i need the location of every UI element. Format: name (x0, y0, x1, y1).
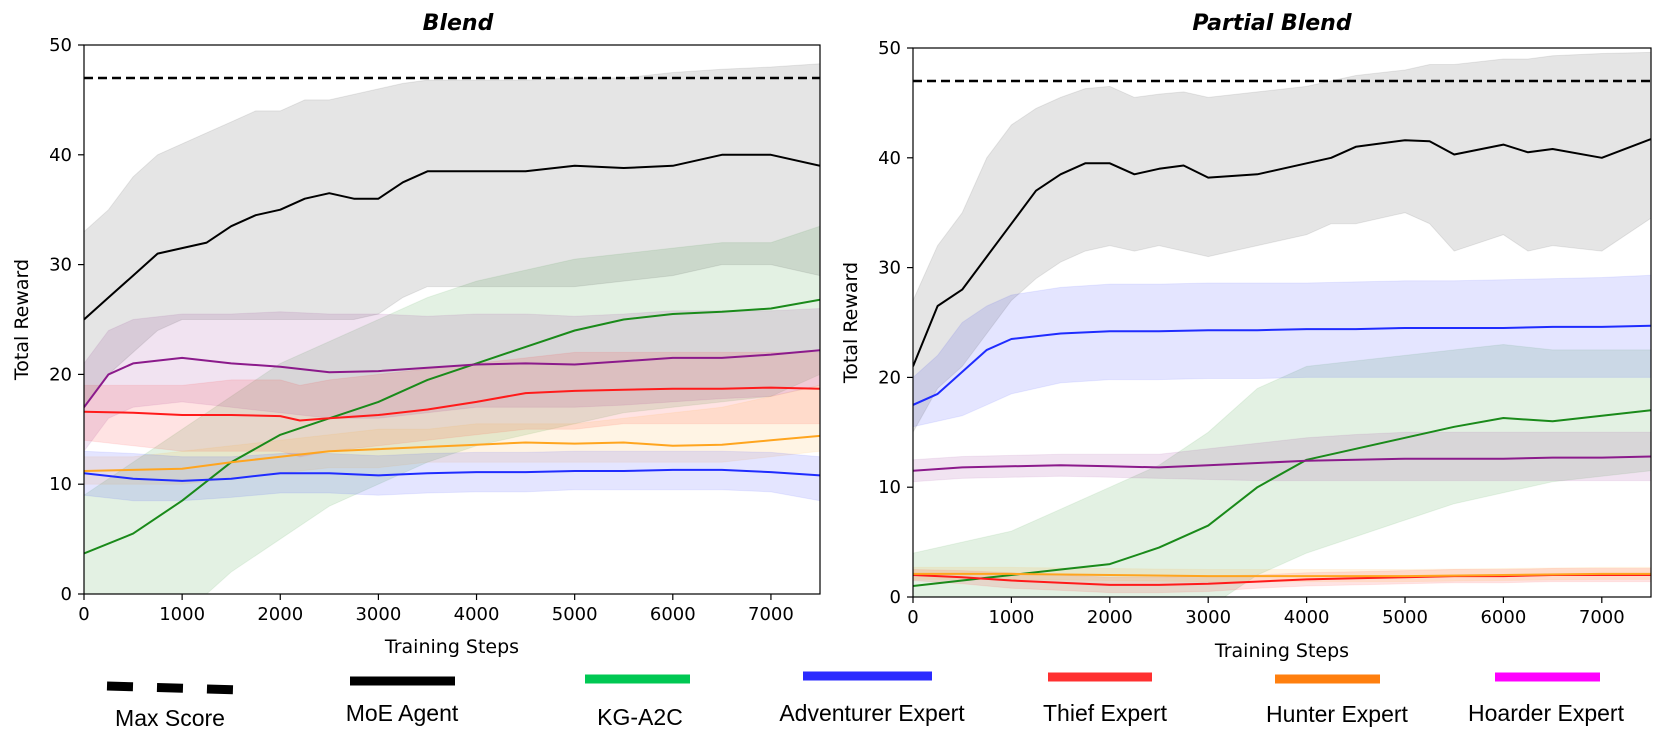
y-tick-label: 20 (878, 367, 901, 388)
y-tick-label: 0 (61, 584, 72, 605)
x-tick-label: 4000 (1284, 607, 1330, 628)
line-hoarder (84, 349, 820, 408)
legend-item-kg-a2c: KG-A2C (585, 674, 690, 730)
legend-item-hoarder-expert: Hoarder Expert (1468, 672, 1625, 726)
line-moe_agent (84, 153, 820, 321)
legend-label-hoarder-expert: Hoarder Expert (1468, 700, 1625, 726)
band-moe_agent (84, 63, 820, 409)
x-tick-label: 4000 (454, 604, 500, 625)
x-tick-label: 7000 (748, 604, 794, 625)
band-hunter (913, 566, 1651, 583)
line-adventurer (913, 324, 1651, 406)
legend-swatch-max-score (106, 681, 241, 695)
legend-label-adventurer-expert: Adventurer Expert (779, 700, 965, 726)
band-kg_a2c (913, 343, 1651, 597)
x-tick-label: 1000 (159, 604, 205, 625)
x-tick-label: 6000 (1480, 607, 1526, 628)
x-tick-label: 0 (78, 604, 89, 625)
x-tick-label: 5000 (552, 604, 598, 625)
chart-title: Blend (423, 11, 494, 36)
x-tick-label: 7000 (1579, 607, 1625, 628)
x-tick-label: 5000 (1382, 607, 1428, 628)
line-kg_a2c (84, 298, 820, 555)
legend-label-moe-agent: MoE Agent (346, 700, 459, 726)
legend-label-thief-expert: Thief Expert (1043, 700, 1168, 726)
chart-panel-partial-blend: 0 1000 2000 3000 4000 5000 6000 7000 0 10 20 30 40 50… (840, 11, 1652, 662)
band-hunter (84, 384, 820, 485)
y-tick-label: 0 (890, 587, 901, 608)
legend-item-adventurer-expert: Adventurer Expert (779, 671, 965, 726)
plot-area (913, 51, 1651, 597)
chart-panel-blend: 0 1000 2000 3000 4000 5000 6000 7000 0 10 20 30 40 50… (11, 11, 821, 658)
legend-item-hunter-expert: Hunter Expert (1266, 674, 1409, 727)
legend-label-kg-a2c: KG-A2C (597, 704, 683, 730)
band-adventurer (84, 450, 820, 502)
x-axis-label: Training Steps (1214, 640, 1349, 662)
line-kg_a2c (913, 409, 1651, 587)
legend-label-hunter-expert: Hunter Expert (1266, 701, 1409, 727)
legend-item-thief-expert: Thief Expert (1043, 672, 1168, 726)
y-tick-label: 20 (49, 364, 72, 385)
line-hunter (913, 572, 1651, 578)
y-tick-label: 30 (49, 255, 72, 276)
line-hoarder (913, 455, 1651, 472)
chart-title: Partial Blend (1192, 11, 1351, 36)
axes-frame (83, 44, 821, 595)
band-hoarder (913, 431, 1651, 483)
band-adventurer (913, 274, 1651, 428)
x-tick-label: 3000 (1185, 607, 1231, 628)
x-tick-label: 3000 (355, 604, 401, 625)
legend-label-max-score: Max Score (115, 705, 225, 731)
y-tick-label: 30 (878, 258, 901, 279)
y-tick-label: 40 (878, 148, 901, 169)
y-axis-label: Total Reward (840, 262, 862, 384)
plot-area (84, 63, 820, 594)
x-tick-label: 0 (907, 607, 918, 628)
y-tick-label: 10 (878, 477, 901, 498)
x-tick-label: 2000 (257, 604, 303, 625)
legend-item-max-score: Max Score (106, 681, 241, 731)
x-tick-label: 2000 (1087, 607, 1133, 628)
axes-frame (912, 47, 1652, 598)
legend-item-moe-agent: MoE Agent (346, 676, 459, 726)
y-tick-label: 10 (49, 474, 72, 495)
y-tick-label: 40 (49, 145, 72, 166)
band-moe_agent (913, 51, 1651, 434)
y-tick-label: 50 (878, 38, 901, 59)
line-adventurer (84, 468, 820, 482)
x-tick-label: 6000 (650, 604, 696, 625)
y-axis-label: Total Reward (11, 259, 33, 381)
line-thief (84, 386, 820, 422)
legend: Max Score MoE Agent KG-A2C Adventurer Ex… (106, 671, 1625, 731)
line-hunter (84, 434, 820, 472)
band-hoarder (84, 307, 820, 453)
x-tick-label: 1000 (988, 607, 1034, 628)
y-tick-label: 50 (49, 35, 72, 56)
line-moe_agent (913, 138, 1651, 367)
x-axis-label: Training Steps (384, 636, 519, 658)
